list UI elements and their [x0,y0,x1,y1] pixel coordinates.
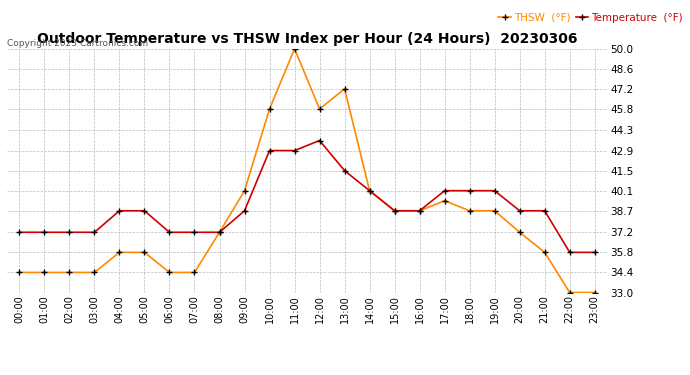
THSW  (°F) [190,270,199,274]
THSW  (°F) [466,209,474,213]
THSW  (°F) [366,189,374,193]
Temperature  (°F) [290,148,299,153]
THSW  (°F) [515,230,524,234]
THSW  (°F) [391,209,399,213]
Temperature  (°F) [90,230,99,234]
Temperature  (°F) [66,230,74,234]
THSW  (°F) [166,270,174,274]
THSW  (°F) [340,87,348,91]
Temperature  (°F) [391,209,399,213]
Line: Temperature  (°F): Temperature (°F) [16,137,598,256]
Legend: THSW  (°F), Temperature  (°F): THSW (°F), Temperature (°F) [498,12,683,22]
Temperature  (°F) [440,189,449,193]
THSW  (°F) [315,107,324,111]
THSW  (°F) [115,250,124,255]
Temperature  (°F) [315,138,324,143]
Temperature  (°F) [15,230,23,234]
Temperature  (°F) [115,209,124,213]
Temperature  (°F) [240,209,248,213]
Temperature  (°F) [366,189,374,193]
Temperature  (°F) [140,209,148,213]
THSW  (°F) [290,46,299,51]
Title: Outdoor Temperature vs THSW Index per Hour (24 Hours)  20230306: Outdoor Temperature vs THSW Index per Ho… [37,32,578,46]
Temperature  (°F) [466,189,474,193]
Temperature  (°F) [491,189,499,193]
Temperature  (°F) [591,250,599,255]
Line: THSW  (°F): THSW (°F) [16,45,598,296]
THSW  (°F) [266,107,274,111]
THSW  (°F) [491,209,499,213]
Temperature  (°F) [566,250,574,255]
Temperature  (°F) [215,230,224,234]
THSW  (°F) [591,290,599,295]
THSW  (°F) [140,250,148,255]
Text: Copyright 2023 Cartronics.com: Copyright 2023 Cartronics.com [7,39,148,48]
Temperature  (°F) [415,209,424,213]
THSW  (°F) [15,270,23,274]
THSW  (°F) [215,230,224,234]
THSW  (°F) [40,270,48,274]
THSW  (°F) [440,198,449,203]
THSW  (°F) [415,209,424,213]
Temperature  (°F) [515,209,524,213]
Temperature  (°F) [40,230,48,234]
Temperature  (°F) [340,168,348,173]
Temperature  (°F) [540,209,549,213]
THSW  (°F) [566,290,574,295]
Temperature  (°F) [190,230,199,234]
THSW  (°F) [90,270,99,274]
THSW  (°F) [540,250,549,255]
Temperature  (°F) [166,230,174,234]
THSW  (°F) [66,270,74,274]
THSW  (°F) [240,189,248,193]
Temperature  (°F) [266,148,274,153]
